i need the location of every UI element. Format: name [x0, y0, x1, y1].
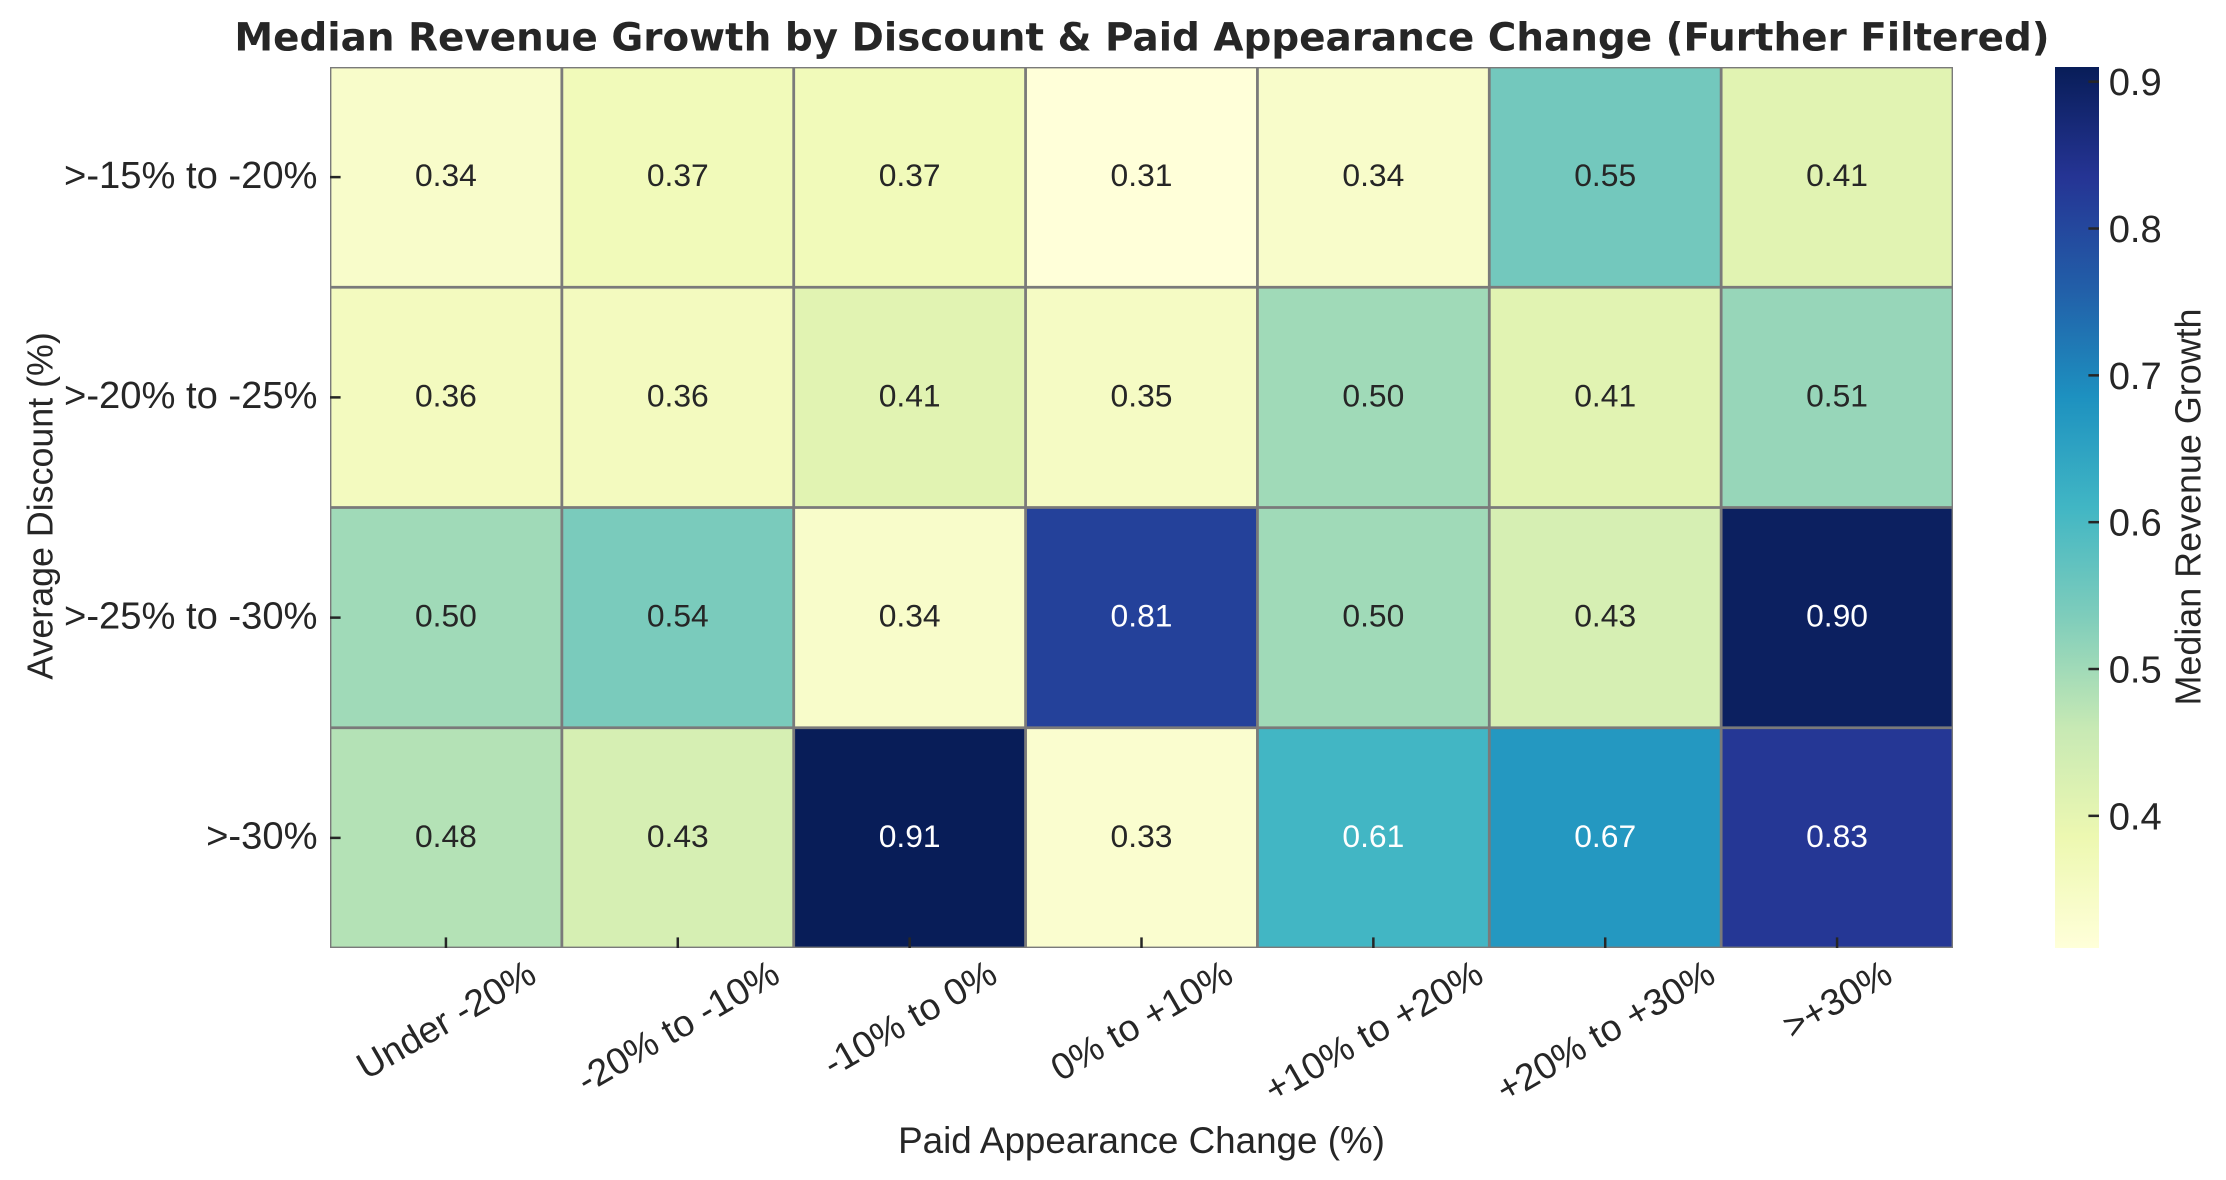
- svg-text:>-30%: >-30%: [206, 815, 317, 858]
- svg-text:0.31: 0.31: [1111, 157, 1173, 193]
- svg-text:0.51: 0.51: [1806, 377, 1868, 413]
- svg-text:0.37: 0.37: [647, 157, 709, 193]
- svg-text:0.7: 0.7: [2109, 355, 2162, 398]
- svg-text:0.35: 0.35: [1111, 377, 1173, 413]
- svg-text:0.81: 0.81: [1111, 598, 1173, 634]
- svg-text:Average Discount (%): Average Discount (%): [20, 332, 60, 680]
- svg-text:0.9: 0.9: [2109, 61, 2162, 104]
- svg-text:0.90: 0.90: [1806, 598, 1868, 634]
- svg-text:0.48: 0.48: [415, 818, 477, 854]
- svg-text:0.36: 0.36: [647, 377, 709, 413]
- svg-text:0.67: 0.67: [1574, 818, 1636, 854]
- svg-text:0.50: 0.50: [415, 598, 477, 634]
- svg-text:0.41: 0.41: [1574, 377, 1636, 413]
- svg-text:0.37: 0.37: [879, 157, 941, 193]
- svg-text:0.41: 0.41: [1806, 157, 1868, 193]
- svg-text:0.6: 0.6: [2109, 502, 2162, 545]
- svg-text:Median Revenue Growth: Median Revenue Growth: [2169, 308, 2209, 705]
- svg-text:>-15% to -20%: >-15% to -20%: [64, 154, 317, 197]
- svg-text:0.8: 0.8: [2109, 208, 2162, 251]
- svg-text:0.55: 0.55: [1574, 157, 1636, 193]
- svg-text:0.83: 0.83: [1806, 818, 1868, 854]
- svg-text:>-25% to -30%: >-25% to -30%: [64, 594, 317, 637]
- svg-text:0.36: 0.36: [415, 377, 477, 413]
- svg-text:0.41: 0.41: [879, 377, 941, 413]
- svg-text:Paid Appearance Change (%): Paid Appearance Change (%): [898, 1120, 1385, 1161]
- svg-text:0.5: 0.5: [2109, 649, 2162, 692]
- svg-text:>-20% to -25%: >-20% to -25%: [64, 374, 317, 417]
- svg-text:0.34: 0.34: [415, 157, 477, 193]
- svg-text:0.33: 0.33: [1111, 818, 1173, 854]
- svg-text:0.34: 0.34: [1342, 157, 1404, 193]
- svg-text:0.50: 0.50: [1342, 377, 1404, 413]
- svg-text:0.91: 0.91: [879, 818, 941, 854]
- svg-text:0.43: 0.43: [1574, 598, 1636, 634]
- svg-text:0.61: 0.61: [1342, 818, 1404, 854]
- svg-text:0.34: 0.34: [879, 598, 941, 634]
- svg-text:0.4: 0.4: [2109, 795, 2162, 838]
- svg-text:0.43: 0.43: [647, 818, 709, 854]
- svg-text:0.50: 0.50: [1342, 598, 1404, 634]
- svg-text:0.54: 0.54: [647, 598, 709, 634]
